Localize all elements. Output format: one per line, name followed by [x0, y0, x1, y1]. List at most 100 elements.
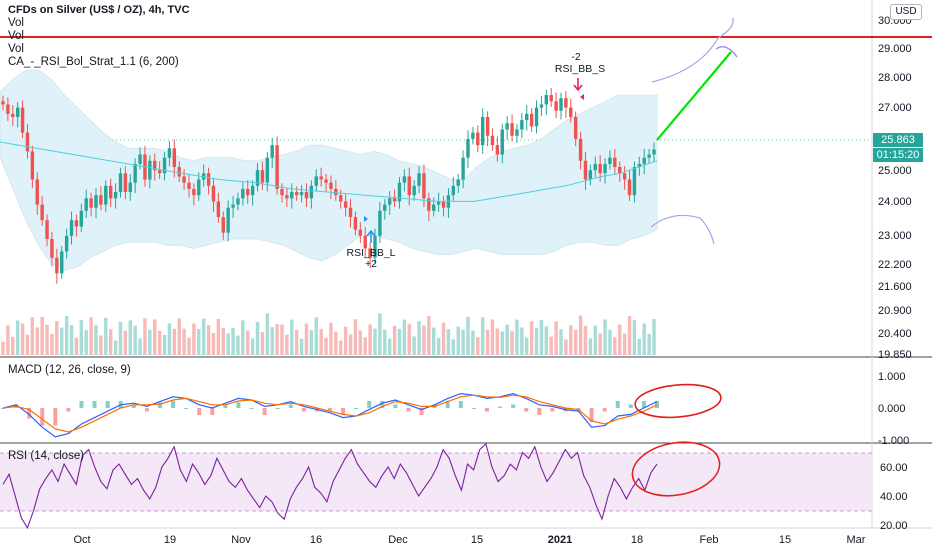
volume-bar — [162, 335, 167, 355]
volume-bar — [294, 329, 299, 355]
candle-body — [427, 198, 431, 211]
time-axis[interactable]: Oct 19 Nov 16 Dec 15 2021 18 Feb 15 Mar — [73, 534, 865, 546]
candle-body — [598, 163, 602, 174]
volume-bar — [642, 323, 646, 355]
time-tick-label: Nov — [231, 534, 251, 546]
macd-highlight-circle[interactable] — [634, 381, 722, 420]
candle-body — [549, 95, 553, 102]
candle-body — [363, 235, 367, 249]
volume-bar — [275, 324, 279, 355]
volume-bar — [280, 324, 284, 355]
candle-body — [314, 176, 318, 186]
ma-line — [0, 141, 658, 202]
candle-body — [50, 238, 54, 258]
volume-bar — [402, 319, 407, 355]
volume-legend-3[interactable]: Vol — [8, 43, 24, 55]
volume-bar — [510, 331, 514, 355]
macd-histogram-bar — [105, 400, 110, 408]
macd-axis[interactable]: 1.000 0.000 -1.000 — [878, 371, 909, 447]
price-tick-label: 20.400 — [878, 328, 912, 340]
candle-body — [559, 98, 563, 111]
volume-bar — [324, 337, 328, 355]
candle-body — [319, 176, 323, 180]
volume-bar — [64, 316, 69, 355]
volume-bar — [60, 327, 64, 355]
macd-legend[interactable]: MACD (12, 26, close, 9) — [8, 364, 131, 377]
volume-bar — [495, 328, 500, 355]
volume-bar — [436, 337, 441, 355]
bollinger-fill — [0, 69, 658, 271]
price-tick-label: 22.200 — [878, 259, 912, 271]
projection-drawing[interactable] — [650, 17, 738, 245]
rsi-pane[interactable] — [2, 442, 658, 530]
projection-arrow-line[interactable] — [656, 51, 732, 141]
rsi-legend[interactable]: RSI (14, close) — [8, 450, 84, 463]
volume-bar — [343, 326, 348, 355]
volume-bar — [353, 319, 358, 355]
volume-bar — [197, 329, 201, 355]
volume-bar — [480, 317, 485, 355]
upper-band-projection-tip[interactable] — [717, 17, 734, 39]
rsi-axis[interactable]: 60.00 40.00 20.00 — [880, 462, 908, 532]
price-tick-label: 27.000 — [878, 102, 912, 114]
rsi-tick-label: 40.00 — [880, 491, 908, 503]
volume-legend-2[interactable]: Vol — [8, 30, 24, 42]
macd-histogram-bar — [66, 408, 71, 412]
volume-bar — [319, 328, 323, 355]
macd-histogram-bar — [197, 408, 202, 416]
volume-bar — [559, 329, 563, 355]
currency-button[interactable]: USD — [890, 4, 922, 20]
volume-bar — [466, 316, 470, 355]
macd-histogram-bar — [471, 408, 476, 409]
candle-body — [187, 182, 191, 189]
sell-signal[interactable]: -2 RSI_BB_S — [555, 51, 605, 100]
candle-body — [505, 123, 509, 130]
upper-band-projection[interactable] — [651, 37, 719, 83]
volume-bar — [113, 340, 118, 355]
volume-bar — [270, 327, 274, 355]
sell-triangle-icon — [580, 94, 584, 100]
rsi-tick-label: 60.00 — [880, 462, 908, 474]
volume-bar — [588, 338, 593, 355]
candle-body — [260, 170, 265, 183]
volume-bar — [128, 320, 132, 355]
macd-histogram-bar — [184, 408, 189, 409]
candle-body — [280, 188, 284, 196]
time-tick-label: Dec — [388, 534, 408, 546]
volume-bar — [387, 338, 392, 355]
candle-body — [133, 163, 137, 183]
volume-bar — [299, 338, 304, 355]
volume-bar — [598, 333, 602, 355]
candle-body — [309, 185, 314, 199]
macd-histogram-bar — [380, 400, 385, 408]
chart-title[interactable]: CFDs on Silver (US$ / OZ), 4h, TVC — [8, 4, 190, 16]
candle-body — [35, 179, 39, 205]
candle-body — [510, 123, 514, 136]
candle-body — [30, 151, 35, 180]
volume-bar — [260, 332, 265, 355]
strategy-legend[interactable]: CA_-_RSI_Bol_Strat_1.1 (6, 200) — [8, 56, 179, 68]
macd-pane[interactable] — [1, 392, 659, 438]
volume-bar — [304, 323, 309, 355]
volume-bar — [309, 330, 314, 355]
volume-bar — [74, 337, 79, 355]
volume-legend-1[interactable]: Vol — [8, 17, 24, 29]
candle-body — [99, 195, 103, 205]
candle-body — [637, 163, 642, 168]
macd-histogram-bar — [602, 408, 607, 412]
buy-signal[interactable]: RSI_BB_L +2 — [346, 216, 396, 270]
upper-arc-mark[interactable] — [715, 46, 738, 58]
candle-body — [182, 176, 186, 183]
candle-body — [451, 185, 456, 196]
rsi-highlight-circle[interactable] — [628, 436, 724, 502]
price-tick-label: 21.600 — [878, 281, 912, 293]
price-axis[interactable]: 30.00029.00028.00027.00026.00025.00024.0… — [878, 15, 912, 361]
volume-bar — [172, 328, 177, 355]
volume-bar — [549, 336, 553, 355]
lower-band-projection[interactable] — [650, 214, 715, 245]
volume-bar — [290, 319, 294, 355]
candle-body — [387, 198, 392, 205]
candle-body — [270, 145, 274, 158]
candle-body — [515, 129, 519, 136]
